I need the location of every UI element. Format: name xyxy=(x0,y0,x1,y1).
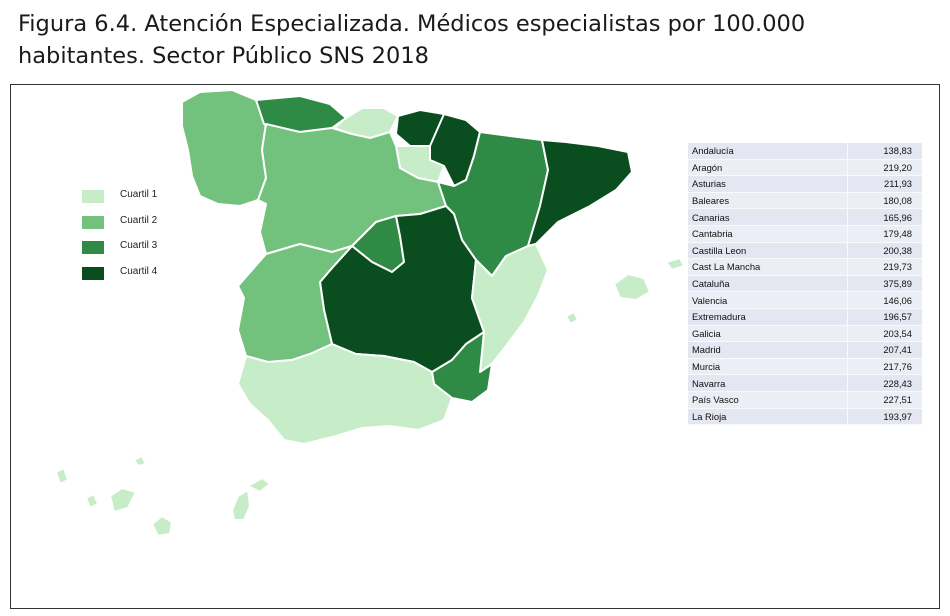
region-canarias-1 xyxy=(231,489,251,521)
legend-label: Cuartil 3 xyxy=(120,240,158,251)
values-table: Andalucía 138,83 Aragón 219,20 Asturias 211… xyxy=(688,143,922,426)
region-baleares-ibiza xyxy=(565,311,579,325)
region-andalucia xyxy=(237,343,453,445)
legend-swatch xyxy=(82,215,104,229)
table-row: Murcia 217,76 xyxy=(688,358,922,376)
region-name-cell: Cataluña xyxy=(688,275,848,293)
table-row: Extremadura 196,57 xyxy=(688,308,922,326)
region-name-cell: Cantabria xyxy=(688,225,848,243)
region-canarias-5 xyxy=(85,493,99,509)
figure-frame xyxy=(10,84,940,609)
title-divider xyxy=(10,84,940,85)
value-cell: 200,38 xyxy=(847,242,922,260)
value-cell: 138,83 xyxy=(847,143,922,160)
region-canarias-3 xyxy=(151,515,173,537)
region-canarias-4 xyxy=(109,487,137,513)
table-row: Baleares 180,08 xyxy=(688,192,922,210)
legend-label: Cuartil 1 xyxy=(120,189,158,200)
table-row: Canarias 165,96 xyxy=(688,208,922,226)
value-cell: 219,73 xyxy=(847,258,922,276)
table-row: Navarra 228,43 xyxy=(688,374,922,392)
region-name-cell: Castilla Leon xyxy=(688,242,848,260)
region-canarias-2 xyxy=(247,477,271,493)
value-cell: 228,43 xyxy=(847,374,922,392)
region-baleares-mallorca xyxy=(613,273,651,301)
table-row: Andalucía 138,83 xyxy=(688,143,922,160)
legend-label: Cuartil 4 xyxy=(120,265,158,277)
region-name-cell: Baleares xyxy=(688,192,848,210)
value-cell: 165,96 xyxy=(847,208,922,226)
table-row: Cataluña 375,89 xyxy=(688,275,922,293)
value-cell: 207,41 xyxy=(847,341,922,359)
table-row: Castilla Leon 200,38 xyxy=(688,242,922,260)
value-cell: 211,93 xyxy=(847,175,922,193)
region-baleares-menorca xyxy=(665,257,685,271)
table-row: País Vasco 227,51 xyxy=(688,391,922,409)
value-cell: 217,76 xyxy=(847,358,922,376)
value-cell: 203,54 xyxy=(847,325,922,343)
value-cell: 146,06 xyxy=(847,291,922,309)
region-canarias-7 xyxy=(133,455,147,467)
value-cell: 180,08 xyxy=(847,192,922,210)
region-valencia xyxy=(471,243,549,373)
region-name-cell: Cast La Mancha xyxy=(688,258,848,276)
legend-swatch xyxy=(82,190,104,203)
table-row: Cast La Mancha 219,73 xyxy=(688,258,922,276)
region-canarias-6 xyxy=(55,467,69,485)
table-row: Galicia 203,54 xyxy=(688,325,922,343)
region-murcia xyxy=(431,331,493,403)
table-row: Asturias 211,93 xyxy=(688,175,922,193)
region-name-cell: Galicia xyxy=(688,325,848,343)
value-cell: 179,48 xyxy=(847,225,922,243)
legend-swatch xyxy=(82,266,104,280)
table-row: Valencia 146,06 xyxy=(688,291,922,309)
region-name-cell: Madrid xyxy=(688,341,848,359)
region-name-cell: Andalucía xyxy=(688,143,848,160)
legend-label: Cuartil 2 xyxy=(120,214,158,226)
region-name-cell: País Vasco xyxy=(688,391,848,409)
region-name-cell: Canarias xyxy=(688,208,848,226)
figure-title: Figura 6.4. Atención Especializada. Médi… xyxy=(18,11,806,69)
table-row: Aragón 219,20 xyxy=(688,159,922,177)
region-name-cell: Extremadura xyxy=(688,308,848,326)
region-name-cell: Murcia xyxy=(688,358,848,376)
region-name-cell: La Rioja xyxy=(688,408,848,426)
table-row: Cantabria 179,48 xyxy=(688,225,922,243)
region-name-cell: Aragón xyxy=(688,159,848,177)
value-cell: 227,51 xyxy=(847,391,922,409)
region-name-cell: Valencia xyxy=(688,291,848,309)
region-cataluna xyxy=(527,139,633,247)
table-row: Madrid 207,41 xyxy=(688,341,922,359)
region-name-cell: Asturias xyxy=(688,175,848,193)
region-name-cell: Navarra xyxy=(688,374,848,392)
value-cell: 375,89 xyxy=(847,275,922,293)
value-cell: 196,57 xyxy=(847,308,922,326)
table-row: La Rioja 193,97 xyxy=(688,408,922,426)
legend-swatch xyxy=(82,241,104,254)
value-cell: 193,97 xyxy=(847,408,922,426)
region-galicia xyxy=(181,89,267,207)
value-cell: 219,20 xyxy=(847,159,922,177)
